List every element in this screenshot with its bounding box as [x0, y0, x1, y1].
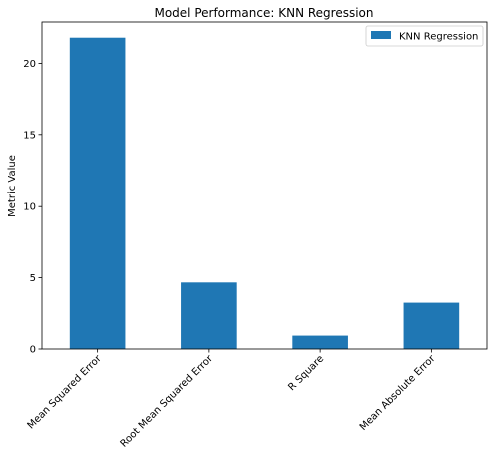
bar-0 [69, 37, 126, 350]
legend-label: KNN Regression [399, 32, 478, 43]
y-axis-label: Metric Value [7, 155, 18, 217]
legend: KNN Regression [365, 25, 484, 47]
x-tick-label-0: Mean Squared Error [26, 353, 105, 432]
y-axis: 0 5 10 15 20 [23, 59, 42, 356]
y-tick-label-2: 10 [23, 202, 36, 213]
y-tick-label-4: 20 [23, 59, 36, 70]
x-tick-label-3: Mean Absolute Error [358, 353, 438, 433]
legend-box [365, 25, 484, 47]
bar-3 [403, 302, 460, 349]
y-tick-label-3: 15 [23, 130, 36, 141]
y-tick-label-0: 0 [30, 345, 36, 356]
legend-swatch [371, 31, 391, 39]
chart-title: Model Performance: KNN Regression [154, 6, 373, 20]
bars-group [69, 37, 460, 350]
x-axis: Mean Squared Error Root Mean Squared Erro… [26, 349, 438, 450]
bar-1 [181, 282, 237, 349]
plot-frame [41, 21, 488, 350]
x-tick-label-1: Root Mean Squared Error [119, 353, 216, 450]
y-tick-label-1: 5 [30, 273, 36, 284]
x-tick-label-2: R Square [286, 353, 326, 393]
bar-2 [292, 335, 348, 349]
